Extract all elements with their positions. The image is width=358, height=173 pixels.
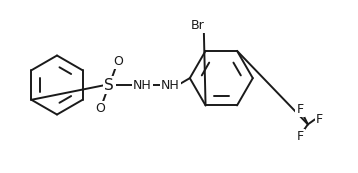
Text: Br: Br (191, 20, 204, 33)
Text: F: F (296, 103, 304, 116)
Text: O: O (95, 102, 105, 115)
Text: S: S (104, 78, 114, 93)
Text: F: F (316, 113, 323, 126)
Text: NH: NH (133, 79, 152, 92)
Text: O: O (113, 55, 123, 68)
Text: NH: NH (161, 79, 179, 92)
Text: F: F (296, 130, 304, 143)
